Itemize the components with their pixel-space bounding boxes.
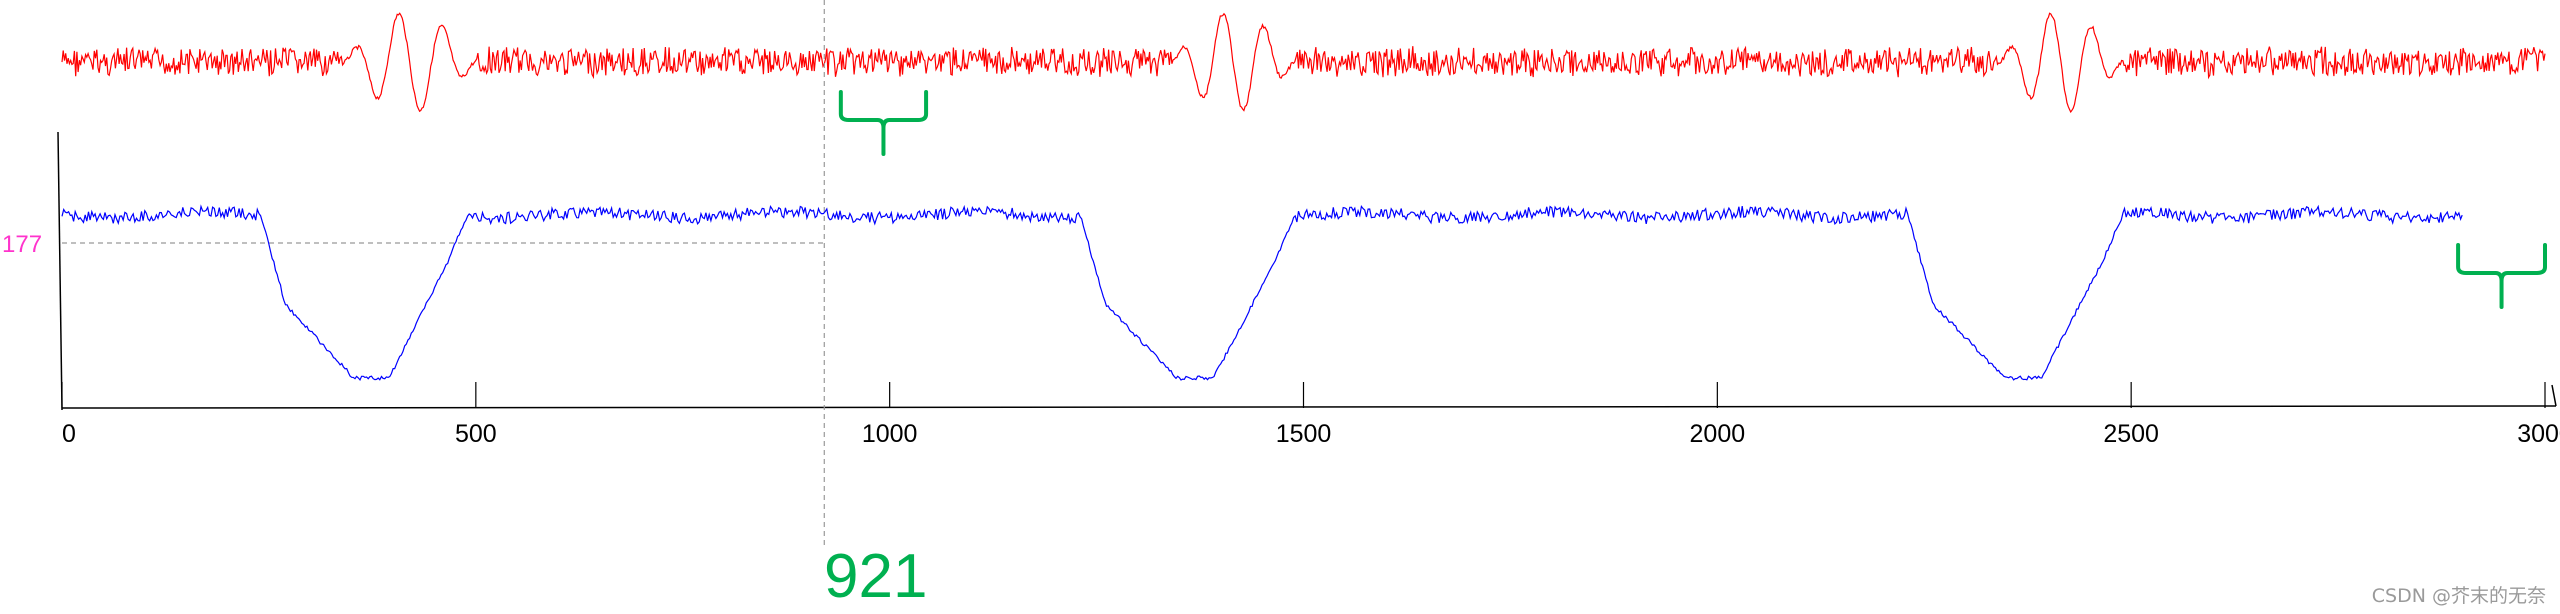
brace: [2456, 243, 2547, 309]
reference-value-label: 177: [2, 231, 42, 258]
brace: [838, 90, 929, 156]
braces: [838, 90, 2547, 309]
x-tick-label: 0: [62, 420, 76, 448]
x-tick-label: 500: [455, 420, 497, 448]
red-signal-series: [61, 12, 2546, 114]
right-edge-line: [2551, 384, 2557, 407]
axes: 0 500 1000 1500 2000 2500 3000: [57, 131, 2560, 448]
watermark: CSDN @芥末的无奈: [2371, 585, 2546, 607]
blue-signal-series: [61, 204, 2463, 382]
x-tick-label: 1000: [862, 420, 918, 448]
reference-x-label: 921: [824, 542, 927, 611]
reference-lines: 177 921: [2, 0, 927, 611]
x-tick-label: 3000: [2517, 420, 2560, 448]
x-tick-label: 2000: [1690, 420, 1746, 448]
x-ticks: 0 500 1000 1500 2000 2500 3000: [61, 382, 2560, 448]
blue-signal-line: [61, 204, 2463, 382]
x-tick-label: 1500: [1276, 420, 1332, 448]
y-axis: [57, 131, 63, 411]
red-signal-line: [61, 12, 2546, 114]
x-axis: [61, 405, 2557, 409]
x-tick-label: 2500: [2103, 420, 2159, 448]
